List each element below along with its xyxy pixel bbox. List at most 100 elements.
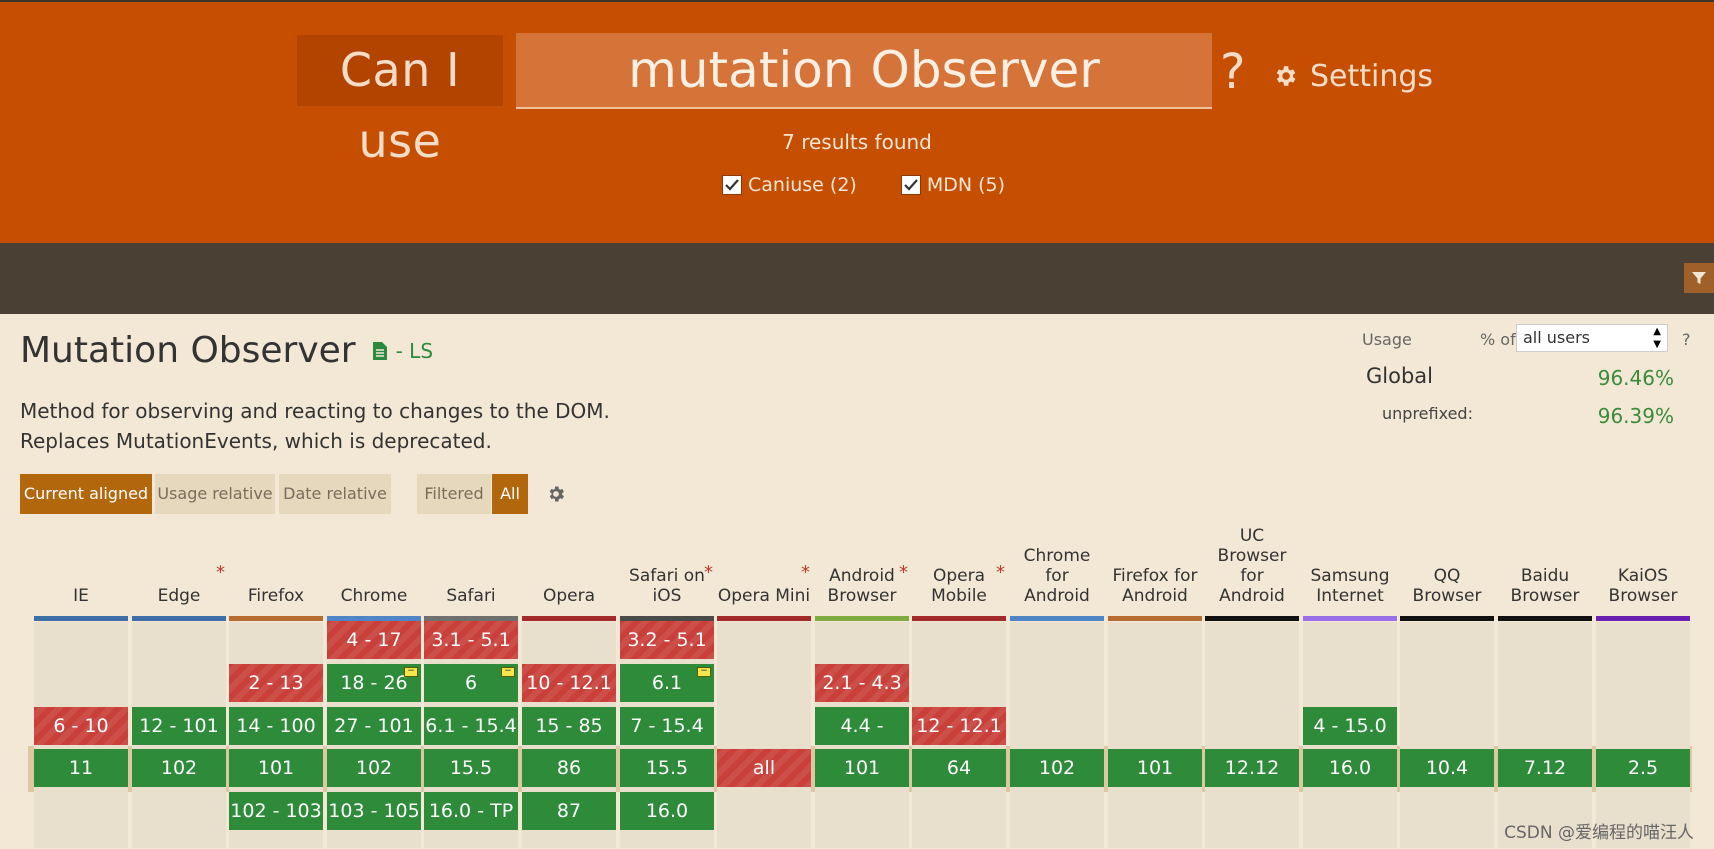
tab-usage-relative[interactable]: Usage relative [155,474,275,514]
support-cell[interactable]: 102 [327,749,421,787]
support-cell[interactable]: 15.5 [424,749,518,787]
support-cell[interactable]: 6.1 − [620,664,714,702]
version-range: 2.5 [1627,757,1659,779]
support-cell[interactable]: 12.12 [1205,749,1299,787]
browser-color-bar [717,616,811,621]
checkbox-icon[interactable] [722,175,742,195]
site-title[interactable]: Can I use [297,35,503,168]
support-cell[interactable]: 14 - 100 [229,707,323,745]
browser-header[interactable]: Safari on iOS [629,566,705,606]
column-background [717,622,811,848]
spec-status[interactable]: - LS [372,339,433,363]
browser-header[interactable]: Opera Mini [717,586,811,606]
version-range: 18 - 26 [340,672,408,694]
settings-button[interactable]: Settings [1272,58,1433,94]
browser-header[interactable]: KaiOS Browser [1608,566,1678,606]
support-cell[interactable]: 102 [132,749,226,787]
filter-toggle-button[interactable] [1684,263,1714,293]
support-cell[interactable]: 10 - 12.1 [522,664,616,702]
support-cell[interactable]: all [717,749,811,787]
browser-color-bar [912,616,1006,621]
browser-header[interactable]: Firefox for Android [1112,566,1198,606]
support-cell[interactable]: 12 - 12.1 [912,707,1006,745]
browser-header[interactable]: Firefox [247,586,305,606]
support-cell[interactable]: 4 - 17 [327,621,421,659]
support-cell[interactable]: 101 [229,749,323,787]
browser-header[interactable]: UC Browser for Android [1217,526,1287,606]
note-asterisk-icon: * [704,562,713,583]
support-cell[interactable]: 16.0 [620,792,714,830]
search-input[interactable]: mutation Observer [516,33,1212,109]
document-icon [372,341,387,360]
support-cell[interactable]: 6− [424,664,518,702]
support-cell[interactable]: 2 - 13 [229,664,323,702]
support-cell[interactable]: 102 - 103 [229,792,323,830]
support-cell[interactable]: 18 - 26− [327,664,421,702]
version-range: 102 [160,757,198,779]
support-cell[interactable]: 4.4 - 4.4.4 [815,707,909,775]
support-cell[interactable]: 64 [912,749,1006,787]
checkbox-icon[interactable] [900,175,921,195]
version-range: 15.5 [645,757,689,779]
browser-header[interactable]: Android Browser [827,566,897,606]
usage-help[interactable]: ? [1682,330,1691,349]
unprefixed-label: unprefixed: [1382,404,1473,423]
description-line: Replaces MutationEvents, which is deprec… [20,429,492,453]
filter-caniuse[interactable]: Caniuse (2) [722,174,857,196]
support-cell[interactable]: 16.0 - TP [424,792,518,830]
browser-header[interactable]: Chrome for Android [1023,546,1091,606]
support-cell[interactable]: 12 - 101 [132,707,226,745]
column-background [1596,622,1690,848]
version-range: 2 - 13 [248,672,304,694]
support-cell[interactable]: 4 - 15.0 [1303,707,1397,745]
browser-header[interactable]: Chrome [340,586,408,606]
support-cell[interactable]: 2.5 [1596,749,1690,787]
support-cell[interactable]: 10.4 [1400,749,1494,787]
version-range: 102 [355,757,393,779]
browser-header[interactable]: Edge [157,586,201,606]
browser-header[interactable]: Opera Mobile [931,566,987,606]
browser-header[interactable]: IE [73,586,89,606]
tab-date-relative[interactable]: Date relative [279,474,391,514]
select-arrows-icon: ▲ ▼ [1653,326,1661,350]
support-cell[interactable]: 16.0 [1303,749,1397,787]
browser-color-bar [1108,616,1202,621]
browser-header[interactable]: Baidu Browser [1510,566,1580,606]
browser-header[interactable]: Opera [542,586,596,606]
support-cell[interactable]: 7.12 [1498,749,1592,787]
support-cell[interactable]: 6 - 10 [34,707,128,745]
browser-header[interactable]: QQ Browser [1412,566,1482,606]
users-select[interactable]: all users ▲ ▼ [1516,324,1668,352]
version-range: 11 [68,757,94,779]
filter-caniuse-label: Caniuse (2) [748,174,857,196]
support-cell[interactable]: 15.5 [620,749,714,787]
version-range: 6 [464,672,478,694]
support-cell[interactable]: 87 [522,792,616,830]
support-cell[interactable]: 7 - 15.4 [620,707,714,745]
support-cell[interactable]: 86 [522,749,616,787]
support-cell[interactable]: 102 [1010,749,1104,787]
tab-current-aligned[interactable]: Current aligned [20,474,152,514]
support-cell[interactable]: 103 - 105 [327,792,421,830]
top-border [0,0,1714,2]
support-cell[interactable]: 6.1 - 15.4 [424,707,518,745]
support-cell[interactable]: 3.1 - 5.1 [424,621,518,659]
table-settings-gear-icon[interactable] [546,484,566,504]
filter-mdn[interactable]: MDN (5) [900,174,1005,196]
version-range: 15.5 [449,757,493,779]
tab-all[interactable]: All [492,474,528,514]
browser-color-bar [522,616,616,621]
support-cell[interactable]: 101 [815,749,909,787]
support-cell[interactable]: 15 - 85 [522,707,616,745]
browser-header[interactable]: Samsung Internet [1310,566,1390,606]
support-cell[interactable]: 27 - 101 [327,707,421,745]
help-link[interactable]: ? [1220,44,1246,100]
support-cell[interactable]: 3.2 - 5.1 [620,621,714,659]
support-cell[interactable]: 2.1 - 4.3 [815,664,909,702]
version-range: 103 - 105 [328,800,420,822]
search-header: Can I use mutation Observer ? Settings [0,2,1714,243]
browser-header[interactable]: Safari [446,586,496,606]
support-cell[interactable]: 101 [1108,749,1202,787]
tab-filtered[interactable]: Filtered [417,474,491,514]
support-cell[interactable]: 11 [34,749,128,787]
